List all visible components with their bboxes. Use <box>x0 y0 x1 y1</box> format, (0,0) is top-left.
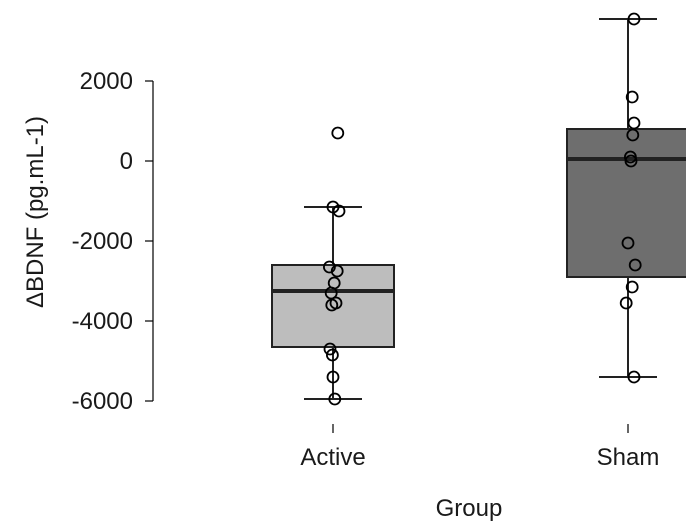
data-point <box>627 12 641 26</box>
box-group <box>271 12 686 406</box>
data-point <box>330 264 344 278</box>
y-tick-label: -6000 <box>72 388 133 415</box>
data-point <box>626 128 640 142</box>
data-point <box>324 286 338 300</box>
data-point <box>621 236 635 250</box>
data-point <box>331 126 345 140</box>
x-tick-label: Active <box>300 444 365 471</box>
data-point <box>625 90 639 104</box>
box-sham <box>566 12 686 384</box>
data-point <box>619 296 633 310</box>
data-point <box>628 258 642 272</box>
iqr-box <box>566 128 686 278</box>
data-point <box>323 342 337 356</box>
y-tick-label: 0 <box>120 148 133 175</box>
data-point <box>325 298 339 312</box>
data-point <box>624 154 638 168</box>
iqr-box <box>271 264 395 348</box>
y-axis: 2000 0 -2000 -4000 -6000 <box>72 68 154 415</box>
y-axis-title: ΔBDNF (pg.mL-1) <box>22 116 49 308</box>
x-axis: Active Sham <box>300 424 659 471</box>
y-tick-label: -4000 <box>72 308 133 335</box>
data-point <box>332 204 346 218</box>
data-point <box>627 370 641 384</box>
x-tick-label: Sham <box>597 444 660 471</box>
x-axis-title: Group <box>436 495 503 522</box>
data-point <box>627 116 641 130</box>
data-point <box>326 370 340 384</box>
data-point <box>625 280 639 294</box>
data-point <box>328 392 342 406</box>
y-tick-label: 2000 <box>80 68 133 95</box>
y-tick-label: -2000 <box>72 228 133 255</box>
box-active <box>271 126 395 406</box>
data-point <box>325 348 339 362</box>
